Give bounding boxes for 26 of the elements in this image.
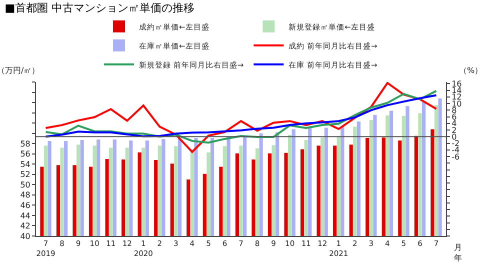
y2-tick-label: -4 [452,146,460,155]
y-tick-label: 56 [20,150,30,159]
y2-axis-title: （%） [459,66,480,75]
y-tick-label: 58 [20,139,30,148]
y-tick-label: 42 [20,222,30,231]
y-tick-label: 40 [20,232,30,241]
chart-title: ■首都圏 中古マンション㎡単価の推移 [4,2,195,15]
line-series [44,82,438,153]
y2-tick-label: 0 [452,132,457,142]
y2-tick-label: 12 [452,92,462,102]
y-tick-label: 54 [20,160,30,169]
line-series [44,94,438,138]
y-tick-label: 48 [20,190,30,200]
y2-tick-label: -6 [452,152,460,162]
y-tick-label: 52 [20,170,30,180]
y2-tick-label: 4 [452,119,457,128]
y2-tick-label: 16 [452,79,462,88]
y-tick-label: 44 [20,211,30,220]
y2-tick-label: 2 [452,126,457,135]
y-tick-label: 46 [20,201,30,210]
x-axis-title: 月年 [454,243,462,262]
y-axis-title: （万円/㎡） [0,66,40,75]
line-series [44,90,438,144]
y2-tick-label: 10 [452,99,462,108]
y-tick-label: 50 [20,180,30,190]
y2-tick-label: 8 [452,106,457,115]
